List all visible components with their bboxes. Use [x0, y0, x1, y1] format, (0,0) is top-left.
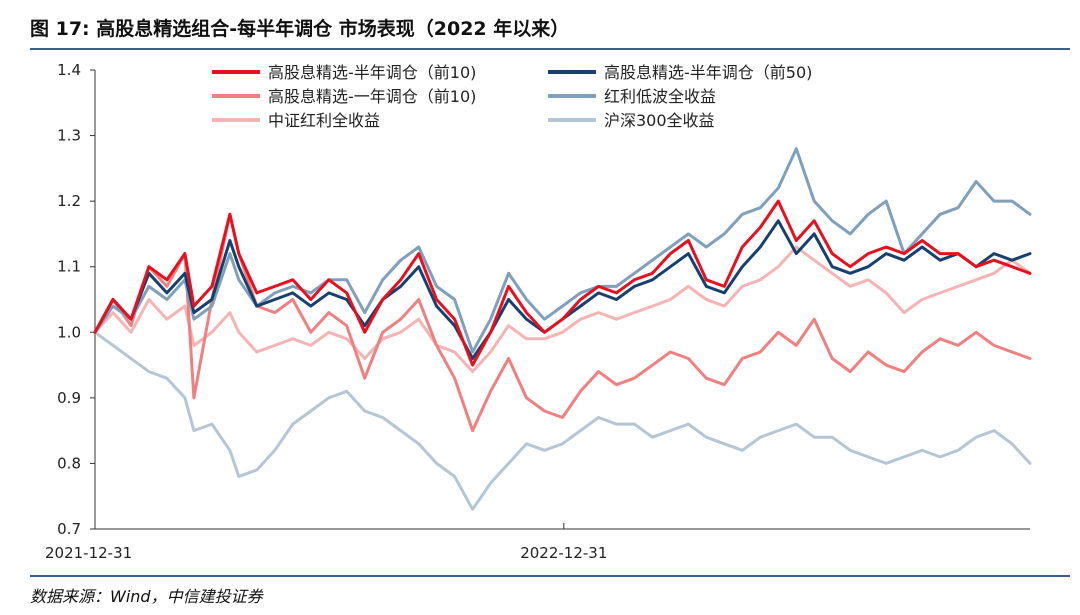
legend-label-3: 高股息精选-一年调仓（前10): [268, 87, 476, 106]
legend: 高股息精选-半年调仓（前10) 高股息精选-半年调仓（前50) 高股息精选-一年调仓…: [212, 63, 812, 130]
series-line-5: [93, 245, 1032, 374]
y-tick-label: 1.3: [57, 127, 81, 145]
y-tick-label: 0.8: [57, 454, 81, 472]
series-layer: [93, 147, 1032, 511]
y-tick-label: 1.1: [57, 258, 81, 276]
legend-label-2: 高股息精选-半年调仓（前50): [604, 63, 812, 82]
bottom-rule: [30, 575, 1070, 577]
legend-label-4: 红利低波全收益: [604, 87, 716, 106]
y-tick-label: 1.2: [57, 192, 81, 210]
legend-label-1: 高股息精选-半年调仓（前10): [268, 63, 476, 82]
legend-label-6: 沪深300全收益: [604, 111, 715, 130]
y-tick-label: 1.4: [57, 61, 81, 79]
x-tick-label: 2022-12-31: [520, 544, 607, 562]
chart-title: 图 17: 高股息精选组合-每半年调仓 市场表现（2022 年以来）: [30, 18, 570, 40]
axes: 0.7 0.8 0.9 1.0 1.1 1.2 1.3 1.4 2021-12-31 2022-1…: [45, 61, 1030, 562]
series-line-1: [93, 199, 1032, 367]
series-line-6: [93, 330, 1032, 511]
legend-label-5: 中证红利全收益: [268, 111, 380, 130]
y-tick-label: 0.9: [57, 389, 81, 407]
y-tick-label: 1.0: [57, 323, 81, 341]
series-line-4: [93, 147, 1032, 354]
source-note: 数据来源：Wind，中信建投证券: [30, 587, 263, 606]
top-rule: [30, 48, 1070, 50]
x-tick-label: 2021-12-31: [45, 544, 132, 562]
y-tick-label: 0.7: [57, 520, 81, 538]
